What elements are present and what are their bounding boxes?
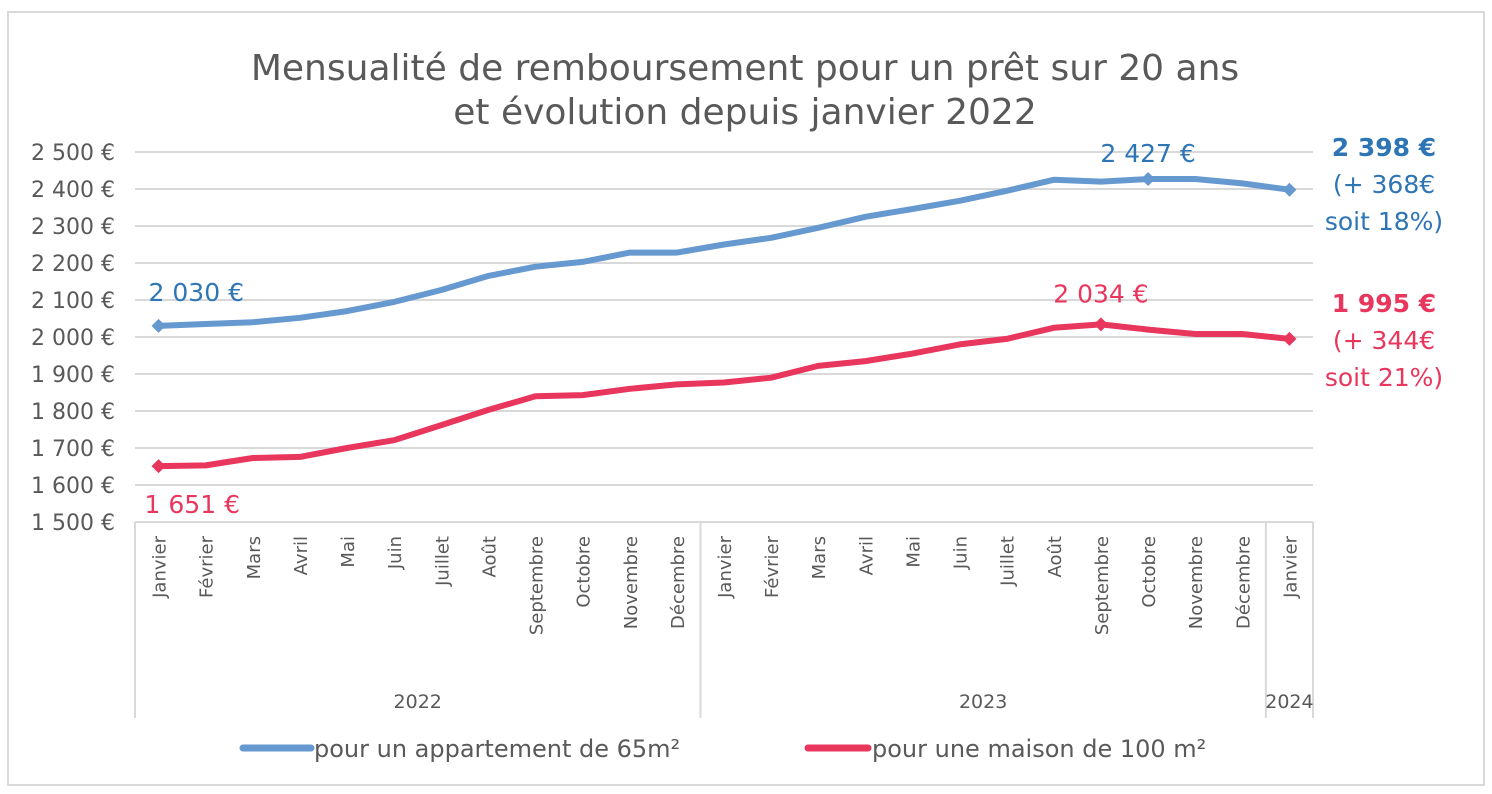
data-label: 1 651 €	[145, 490, 240, 519]
chart-frame	[7, 11, 1485, 786]
y-tick-label: 1 700 €	[31, 437, 115, 462]
legend-label-apartment: pour un appartement de 65m²	[314, 735, 680, 763]
end-annotation-line: soit 21%)	[1325, 363, 1443, 392]
y-tick-label: 2 100 €	[31, 289, 115, 314]
end-annotation-line: (+ 368€	[1333, 170, 1435, 199]
y-tick-label: 2 300 €	[31, 215, 115, 240]
end-annotation-line: 1 995 €	[1332, 289, 1436, 318]
data-point-marker	[1282, 182, 1297, 197]
data-point-marker	[151, 318, 166, 333]
data-labels: 2 030 € 2 427 € 1 651 € 2 034 €	[145, 139, 1196, 519]
y-tick-label: 1 900 €	[31, 363, 115, 388]
x-tick-label: Décembre	[1233, 536, 1254, 629]
gridlines	[135, 151, 1313, 486]
end-annotation-line: soit 18%)	[1325, 207, 1443, 236]
series-line-1	[155, 321, 1293, 470]
data-label: 2 427 €	[1100, 139, 1195, 168]
legend-label-house: pour une maison de 100 m²	[872, 735, 1206, 763]
year-label: 2022	[394, 691, 442, 713]
y-tick-label: 1 600 €	[31, 474, 115, 499]
y-tick-label: 2 500 €	[31, 141, 115, 166]
x-tick-label: Novembre	[1186, 536, 1207, 629]
end-annotation-line: (+ 344€	[1333, 326, 1435, 355]
x-tick-label: Janvier	[715, 535, 736, 598]
x-tick-label: Septembre	[527, 536, 548, 635]
x-tick-label: Avril	[856, 536, 877, 575]
end-annotation-line: 2 398 €	[1332, 133, 1436, 162]
data-label: 2 034 €	[1053, 279, 1148, 308]
y-tick-label: 2 200 €	[31, 252, 115, 277]
y-tick-label: 1 500 €	[31, 511, 115, 536]
x-tick-label: Février	[762, 535, 783, 598]
year-label: 2023	[959, 691, 1007, 713]
x-tick-label: Août	[1045, 536, 1066, 577]
x-axis: Janvier Février Mars Avril Mai Juin Juillet Aoû…	[134, 521, 1314, 718]
x-tick-label: Novembre	[621, 536, 642, 629]
x-tick-label: Septembre	[1092, 536, 1113, 635]
data-point-marker	[1141, 172, 1156, 187]
x-tick-label: Octobre	[574, 536, 595, 608]
year-label: 2024	[1265, 691, 1313, 713]
x-tick-label: Octobre	[1139, 536, 1160, 608]
x-tick-label: Juin	[951, 536, 972, 570]
chart-title-line-1: Mensualité de remboursement pour un prêt…	[251, 48, 1239, 89]
data-point-marker	[151, 459, 166, 474]
y-axis-ticks: 1 500 € 1 600 € 1 700 € 1 800 € 1 900 € 2 000…	[31, 141, 115, 536]
x-tick-label: Mai	[338, 536, 359, 568]
y-tick-label: 1 800 €	[31, 400, 115, 425]
y-tick-label: 2 000 €	[31, 326, 115, 351]
chart-title: Mensualité de remboursement pour un prêt…	[251, 48, 1239, 133]
x-tick-label: Juillet	[432, 536, 453, 587]
data-point-marker	[1282, 331, 1297, 346]
data-label: 2 030 €	[149, 278, 244, 307]
data-point-marker	[1093, 317, 1108, 332]
end-annotations: 2 398 € (+ 368€ soit 18%) 1 995 € (+ 344€ soi…	[1325, 133, 1443, 392]
y-tick-label: 2 400 €	[31, 178, 115, 203]
x-tick-label: Mars	[244, 536, 265, 579]
x-tick-label: Juillet	[998, 536, 1019, 587]
series-line-0	[155, 176, 1293, 329]
x-tick-label: Décembre	[668, 536, 689, 629]
x-tick-label: Août	[479, 536, 500, 577]
x-tick-label: Février	[197, 535, 218, 598]
x-tick-label: Juin	[385, 536, 406, 570]
x-tick-label: Janvier	[1280, 535, 1301, 598]
x-tick-label: Janvier	[150, 535, 171, 598]
legend: pour un appartement de 65m² pour une mai…	[239, 735, 1206, 763]
x-tick-label: Avril	[291, 536, 312, 575]
x-tick-label: Mars	[809, 536, 830, 579]
series	[151, 172, 1297, 474]
chart-title-line-2: et évolution depuis janvier 2022	[453, 92, 1036, 133]
x-tick-label: Mai	[903, 536, 924, 568]
